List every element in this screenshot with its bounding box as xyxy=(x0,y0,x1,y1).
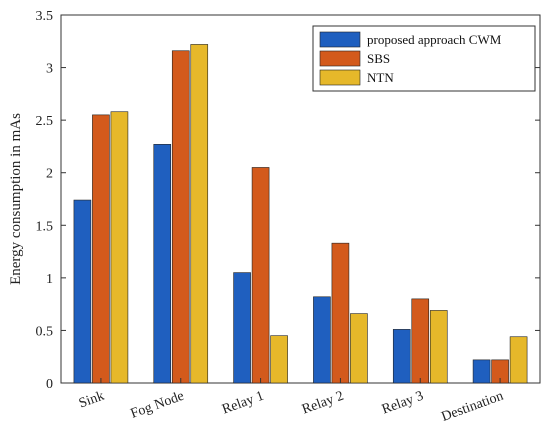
bar-ntn-sink xyxy=(110,111,129,384)
bar-sbs-relay-1 xyxy=(251,167,270,384)
x-tick-label: Relay 3 xyxy=(380,389,426,418)
y-tick-label: 3.5 xyxy=(36,9,54,24)
bar-proposed-approach-cwm-relay-1 xyxy=(233,272,251,384)
x-tick-label: Sink xyxy=(77,389,106,412)
bar-proposed-approach-cwm-fog-node xyxy=(153,144,172,384)
plot-area: 0 0.5 1 1.5 2 2.5 3 3.5 Sink Fog Node Relay 1 Rela… xyxy=(36,9,541,425)
bar-ntn-relay-2 xyxy=(350,313,368,384)
x-tick-label: Relay 1 xyxy=(220,389,266,418)
legend-label: SBS xyxy=(367,51,390,66)
x-tick-label: Fog Node xyxy=(129,389,186,422)
y-tick-label: 1 xyxy=(46,272,53,287)
bar-sbs-sink xyxy=(92,114,110,384)
y-tick-label: 2 xyxy=(46,167,53,182)
bar-proposed-approach-cwm-relay-3 xyxy=(392,329,411,384)
x-tick-label: Relay 2 xyxy=(300,389,346,418)
y-axis-label: Energy consumption in mAs xyxy=(8,113,24,285)
y-axis: 0 0.5 1 1.5 2 2.5 3 3.5 xyxy=(36,9,540,392)
bar-ntn-fog-node xyxy=(190,44,209,384)
bar-sbs-relay-2 xyxy=(331,242,350,384)
legend: proposed approach CWM SBS NTN xyxy=(312,25,536,92)
bar-ntn-relay-3 xyxy=(429,310,448,384)
bar-ntn-destination xyxy=(509,336,528,384)
axes-box xyxy=(60,14,541,384)
x-axis: Sink Fog Node Relay 1 Relay 2 Relay 3 Destina… xyxy=(77,378,505,425)
y-tick-label: 3 xyxy=(46,62,53,77)
bar-proposed-approach-cwm-relay-2 xyxy=(313,296,331,384)
legend-swatch xyxy=(319,50,361,67)
x-tick-label: Destination xyxy=(440,389,506,425)
y-tick-label: 1.5 xyxy=(36,219,54,234)
y-tick-label: 0.5 xyxy=(36,324,54,339)
legend-swatch xyxy=(319,31,361,48)
bars-group xyxy=(73,44,528,384)
bar-sbs-fog-node xyxy=(171,50,190,384)
bar-proposed-approach-cwm-destination xyxy=(472,359,491,384)
legend-label: NTN xyxy=(367,70,394,85)
y-tick-label: 2.5 xyxy=(36,114,54,129)
y-tick-label: 0 xyxy=(46,377,53,392)
legend-swatch xyxy=(319,69,361,86)
legend-label: proposed approach CWM xyxy=(367,32,502,47)
bar-ntn-relay-1 xyxy=(270,335,288,384)
bar-proposed-approach-cwm-sink xyxy=(73,199,92,384)
bar-sbs-relay-3 xyxy=(411,298,430,384)
